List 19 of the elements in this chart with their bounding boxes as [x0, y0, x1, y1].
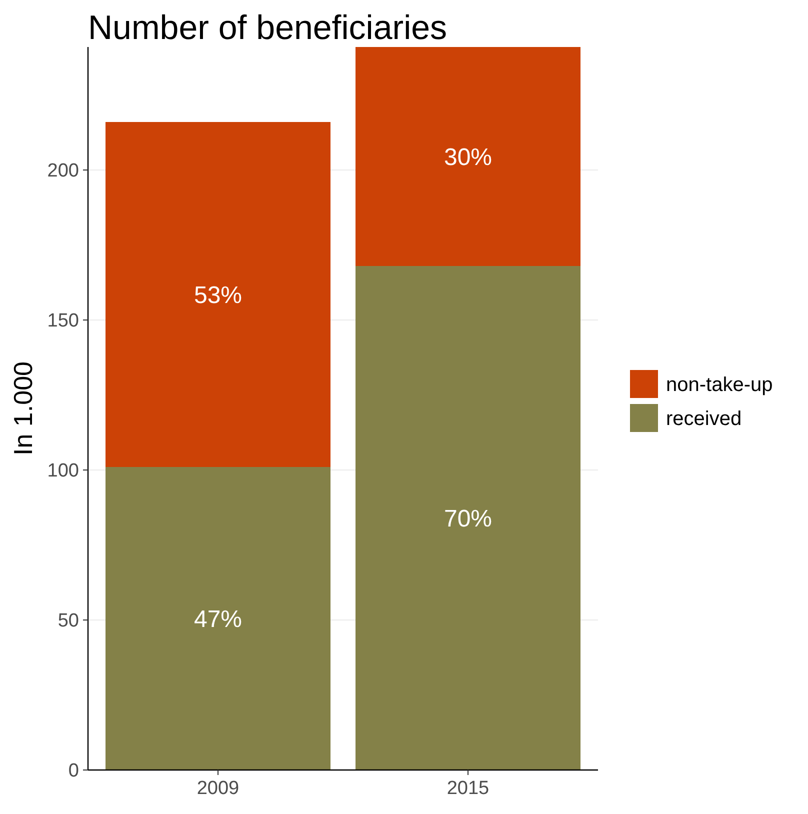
annotation: 47%	[194, 606, 242, 633]
bar	[106, 467, 330, 770]
y-tick-label: 200	[47, 160, 79, 182]
y-tick-label: 100	[47, 460, 79, 482]
chart-title: Number of beneficiaries	[88, 9, 448, 47]
legend-label: non-take-up	[666, 374, 773, 396]
bar	[356, 47, 580, 266]
y-tick-label: 0	[68, 760, 79, 782]
annotation: 30%	[444, 144, 492, 171]
annotation: 70%	[444, 505, 492, 532]
bar	[106, 122, 330, 467]
legend-label: received	[666, 408, 742, 430]
bar	[356, 266, 580, 770]
y-tick-label: 50	[58, 610, 79, 632]
x-tick-label: 2015	[446, 778, 490, 799]
y-tick-label: 150	[47, 310, 79, 332]
annotation: 53%	[194, 282, 242, 309]
y-axis-title: In 1.000	[8, 362, 38, 456]
x-tick-label: 2009	[196, 778, 240, 799]
